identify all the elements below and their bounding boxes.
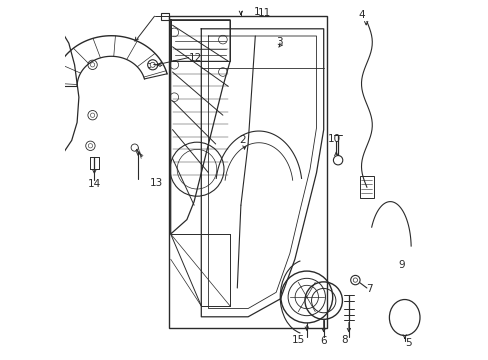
Bar [160,13,168,20]
Bar [170,20,230,61]
Text: 3: 3 [276,37,283,48]
Text: 4: 4 [357,10,364,21]
Text: 7: 7 [366,284,372,294]
Text: 15: 15 [291,335,305,345]
Text: 12: 12 [189,53,202,63]
Text: 11: 11 [257,8,270,18]
Text: 5: 5 [404,338,411,348]
Text: 9: 9 [398,260,404,270]
Text: 14: 14 [87,179,101,189]
Bar [359,176,373,198]
Text: 8: 8 [341,335,347,345]
Text: 2: 2 [239,135,245,145]
Text: 6: 6 [320,336,326,346]
Text: 10: 10 [327,134,340,144]
Text: 1: 1 [253,6,260,17]
Text: 13: 13 [149,178,163,188]
Bar [168,16,326,328]
